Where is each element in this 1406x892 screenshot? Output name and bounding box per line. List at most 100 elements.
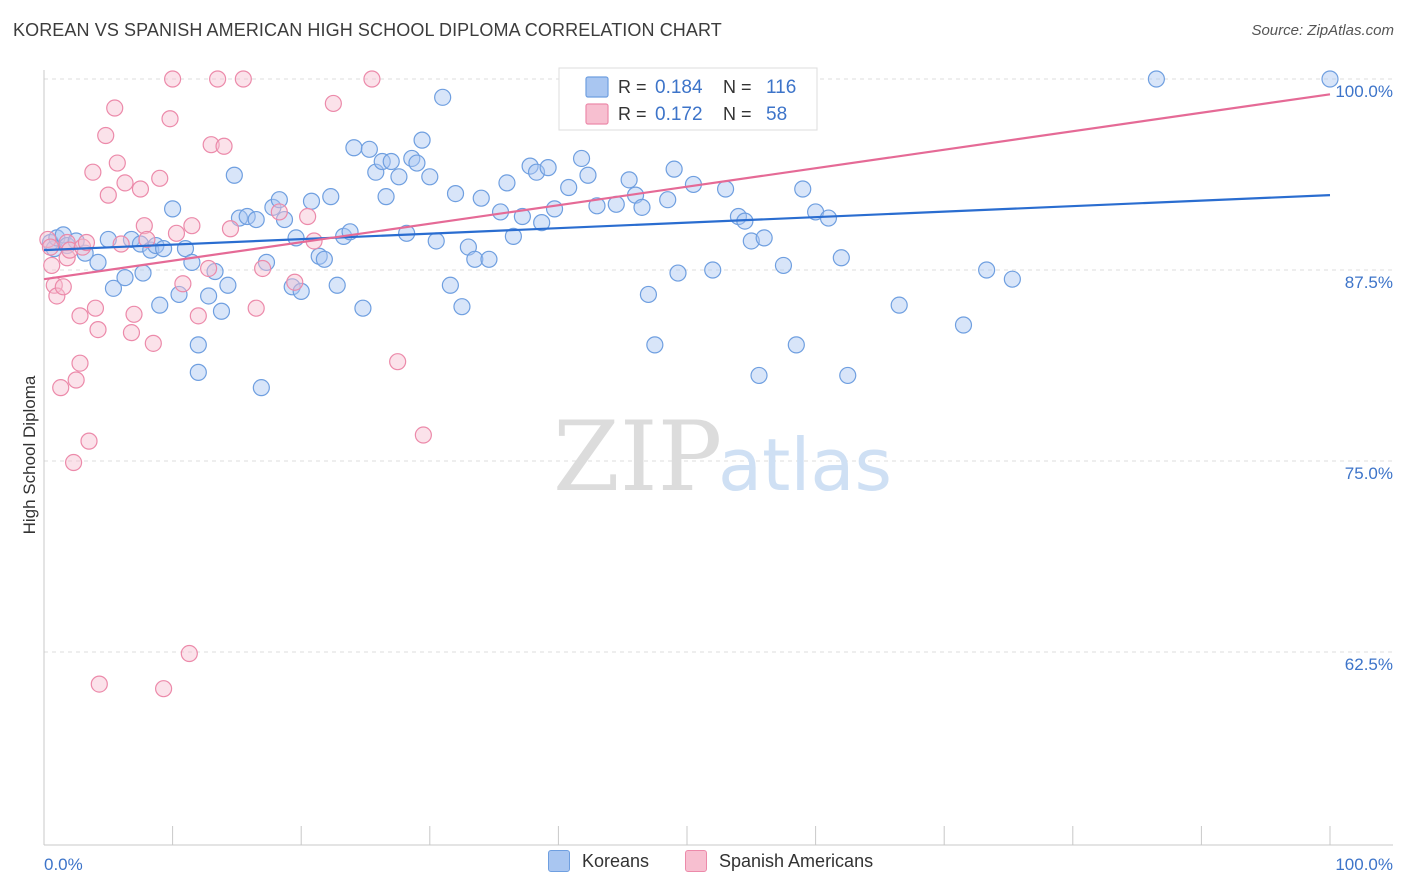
point-spanish-american bbox=[71, 307, 89, 325]
point-korean bbox=[292, 282, 310, 300]
point-korean bbox=[633, 198, 651, 216]
point-korean bbox=[89, 253, 107, 271]
point-spanish-american bbox=[90, 675, 108, 693]
point-korean bbox=[446, 185, 465, 203]
point-korean bbox=[832, 249, 850, 267]
point-korean bbox=[665, 160, 683, 178]
point-spanish-american bbox=[180, 644, 198, 663]
trend-lines bbox=[43, 93, 1331, 281]
point-korean bbox=[466, 250, 484, 268]
point-korean bbox=[978, 261, 996, 279]
legend-n-label: N = bbox=[723, 104, 752, 124]
legend-r-value: 0.184 bbox=[655, 77, 703, 98]
point-korean bbox=[322, 188, 340, 206]
point-korean bbox=[588, 197, 606, 215]
point-korean bbox=[521, 157, 539, 175]
point-korean bbox=[480, 250, 498, 268]
point-korean bbox=[1321, 70, 1339, 88]
legend-n-label: N = bbox=[723, 77, 752, 97]
x-tick-label: 100.0% bbox=[1335, 855, 1393, 874]
point-korean bbox=[200, 287, 218, 305]
point-korean bbox=[315, 250, 333, 268]
point-spanish-american bbox=[299, 207, 317, 226]
point-korean bbox=[310, 247, 328, 265]
watermark: ZIP atlas bbox=[553, 401, 892, 513]
point-korean bbox=[134, 264, 152, 282]
point-spanish-american bbox=[84, 163, 102, 181]
point-spanish-american bbox=[209, 70, 227, 88]
point-spanish-american bbox=[97, 126, 115, 145]
point-spanish-american bbox=[52, 379, 70, 397]
y-tick-label: 87.5% bbox=[1345, 273, 1393, 292]
watermark-atlas: atlas bbox=[718, 423, 892, 507]
point-korean bbox=[354, 299, 372, 317]
point-korean bbox=[819, 209, 838, 227]
point-korean bbox=[116, 269, 134, 287]
point-korean bbox=[403, 149, 421, 168]
point-korean bbox=[513, 207, 531, 226]
point-korean bbox=[579, 166, 597, 184]
legend-label-koreans: Koreans bbox=[582, 850, 650, 871]
point-spanish-american bbox=[151, 169, 169, 187]
legend-r-label: R = bbox=[618, 104, 647, 124]
point-korean bbox=[377, 188, 395, 206]
point-spanish-american bbox=[202, 136, 220, 154]
point-spanish-american bbox=[99, 186, 117, 204]
point-korean bbox=[572, 149, 591, 168]
point-spanish-american bbox=[270, 203, 288, 221]
point-korean bbox=[427, 232, 445, 250]
point-korean bbox=[151, 296, 169, 314]
watermark-zip: ZIP bbox=[553, 401, 722, 513]
point-korean bbox=[302, 192, 321, 210]
point-spanish-american bbox=[116, 174, 134, 192]
trend-line-spanish-americans bbox=[43, 93, 1331, 281]
series-koreans bbox=[41, 70, 1339, 397]
point-spanish-american bbox=[48, 287, 66, 305]
legend-swatch-blue bbox=[585, 76, 609, 98]
point-spanish-american bbox=[215, 137, 233, 155]
legend-r-label: R = bbox=[618, 77, 647, 97]
point-korean bbox=[441, 276, 459, 294]
point-spanish-american bbox=[131, 180, 150, 198]
point-spanish-american bbox=[200, 259, 218, 278]
point-spanish-american bbox=[254, 259, 272, 278]
point-korean bbox=[189, 336, 207, 354]
point-korean bbox=[367, 163, 385, 181]
point-korean bbox=[545, 200, 564, 218]
point-korean bbox=[954, 316, 973, 334]
point-korean bbox=[421, 168, 439, 186]
point-korean bbox=[212, 302, 231, 320]
point-korean bbox=[742, 232, 760, 250]
point-spanish-american bbox=[161, 110, 179, 128]
point-korean bbox=[794, 180, 812, 198]
point-spanish-american bbox=[41, 238, 60, 256]
point-korean bbox=[839, 366, 857, 385]
series-spanish-americans bbox=[39, 70, 432, 698]
point-spanish-american bbox=[125, 305, 143, 323]
point-spanish-american bbox=[112, 235, 130, 253]
point-korean bbox=[472, 189, 490, 207]
chart-title: KOREAN VS SPANISH AMERICAN HIGH SCHOOL D… bbox=[13, 20, 722, 40]
point-korean bbox=[659, 191, 677, 209]
point-korean bbox=[252, 379, 270, 397]
point-korean bbox=[539, 159, 557, 177]
trend-line-koreans bbox=[43, 194, 1331, 252]
point-korean bbox=[170, 285, 188, 304]
legend-item-spanish-americans: Spanish Americans bbox=[685, 850, 873, 872]
point-spanish-american bbox=[108, 154, 126, 172]
point-spanish-american bbox=[43, 256, 61, 275]
point-spanish-american bbox=[106, 99, 124, 117]
point-korean bbox=[189, 363, 207, 381]
point-korean bbox=[1147, 70, 1165, 88]
point-korean bbox=[453, 298, 471, 316]
legend-swatch-koreans bbox=[548, 850, 570, 872]
y-tick-label: 100.0% bbox=[1335, 82, 1393, 101]
legend-swatch-spanish-americans bbox=[685, 850, 707, 872]
point-korean bbox=[560, 178, 578, 197]
legend-item-koreans: Koreans bbox=[548, 850, 649, 872]
axes bbox=[43, 70, 1393, 846]
legend-swatch-pink bbox=[585, 103, 609, 125]
point-spanish-american bbox=[64, 453, 83, 472]
y-tick-label: 75.0% bbox=[1345, 464, 1393, 483]
y-tick-labels: 62.5% 75.0% 87.5% 100.0% bbox=[1335, 82, 1393, 674]
